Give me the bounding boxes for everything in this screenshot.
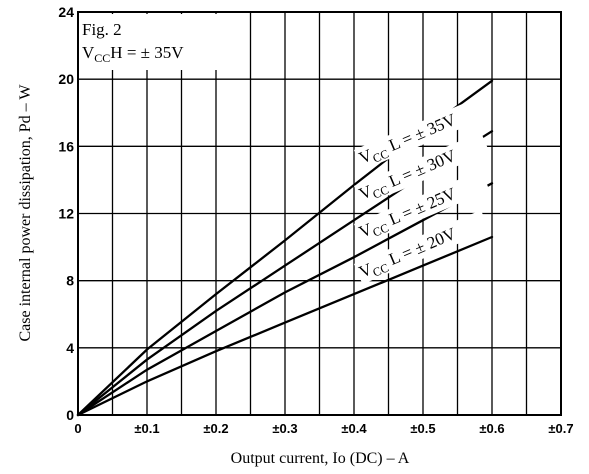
curve-labels: VCC L = ± 35V VCC L = ± 30V VCC L = ± 25…	[353, 96, 490, 285]
x-tick-label: ±0.4	[341, 421, 367, 436]
figure-number: Fig. 2	[82, 20, 122, 39]
x-tick-label: ±0.1	[134, 421, 159, 436]
y-tick-label: 12	[58, 206, 74, 222]
figure-annotation: Fig. 2 VCCH = ± 35V	[80, 14, 230, 70]
grid	[78, 12, 561, 415]
series-line-3	[76, 235, 494, 417]
y-axis-title: Case internal power dissipation, Pd – W	[17, 84, 34, 342]
vcch-condition: VCCH = ± 35V	[82, 43, 184, 65]
series-line-2	[76, 182, 494, 417]
plot-frame	[77, 11, 562, 416]
vcch-subscript: CC	[94, 51, 110, 65]
y-tick-label: 24	[58, 4, 74, 20]
vcch-prefix: V	[82, 43, 95, 62]
x-axis-title: Output current, Io (DC) – A	[231, 450, 410, 467]
vcch-suffix: H = ± 35V	[110, 43, 184, 62]
y-tick-label: 8	[66, 273, 74, 289]
x-tick-label: ±0.6	[479, 421, 504, 436]
y-tick-label: 0	[66, 407, 74, 423]
y-tick-label: 20	[58, 71, 74, 87]
x-tick-label: ±0.3	[272, 421, 297, 436]
tick-labels: 0 4 8 12 16 20 24 0 ±0.1 ±0.2 ±0.3 ±0.4 ±0.5 ±0.6 ±0.7	[58, 4, 573, 436]
x-tick-label: 0	[74, 421, 81, 436]
y-tick-label: 4	[66, 340, 74, 356]
x-tick-label: ±0.5	[410, 421, 435, 436]
y-tick-label: 16	[58, 138, 74, 154]
x-tick-label: ±0.2	[203, 421, 228, 436]
x-tick-label: ±0.7	[548, 421, 573, 436]
